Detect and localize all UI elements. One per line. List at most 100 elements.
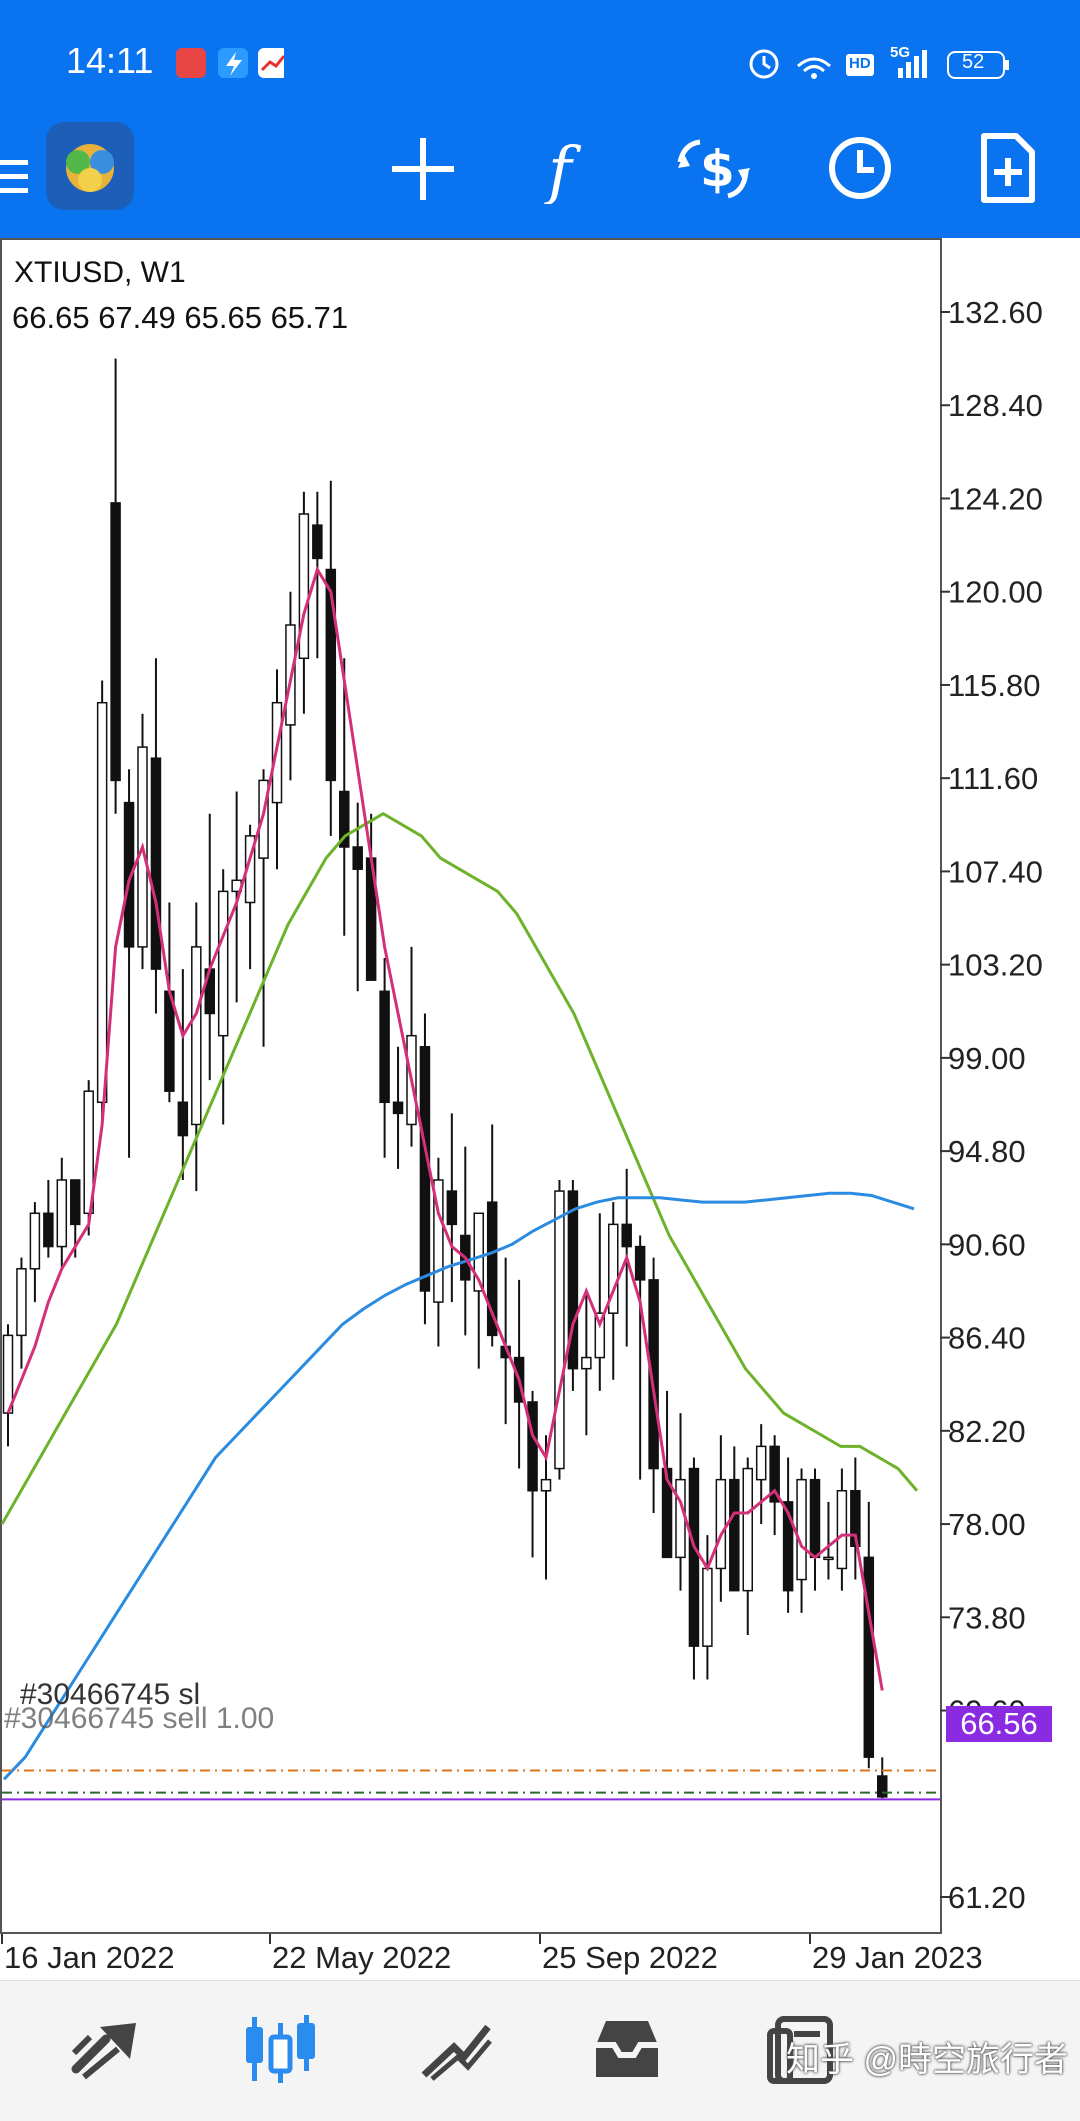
candle-body xyxy=(352,846,363,870)
candle-body xyxy=(702,1567,713,1647)
x-tick-label: 25 Sep 2022 xyxy=(542,1940,718,1975)
candle-body xyxy=(312,524,323,560)
candle-body xyxy=(43,1212,54,1248)
candle-body xyxy=(110,502,121,782)
candle-body xyxy=(29,1212,41,1270)
ma-pink-line xyxy=(6,565,884,1691)
candle-body xyxy=(177,1101,189,1137)
candle-body xyxy=(16,1268,27,1337)
candle-body xyxy=(661,1467,673,1559)
candle-body xyxy=(56,1179,68,1248)
plot-frame xyxy=(0,238,942,1934)
candle-body xyxy=(339,790,350,848)
candle-body xyxy=(715,1478,727,1570)
y-tick-label: 61.20 xyxy=(948,1880,1026,1915)
clock-icon[interactable] xyxy=(826,134,894,202)
network-label: 5G xyxy=(890,44,911,61)
candle-body xyxy=(392,1101,404,1115)
crosshair-icon[interactable] xyxy=(390,136,456,202)
quotes-icon[interactable] xyxy=(70,2019,146,2081)
y-tick-label: 128.40 xyxy=(948,388,1043,423)
candle-body xyxy=(486,1201,498,1337)
chart-title: XTIUSD, W1 xyxy=(14,256,186,289)
y-tick-label: 99.00 xyxy=(948,1041,1026,1076)
system-icons xyxy=(749,49,1009,79)
ma-blue-line xyxy=(2,1191,915,1781)
candle-body xyxy=(325,568,337,782)
candle-body xyxy=(567,1190,579,1370)
candle-body xyxy=(473,1212,484,1292)
candle-body xyxy=(863,1556,875,1758)
candle-body xyxy=(150,757,162,970)
candle-body xyxy=(782,1501,794,1592)
candle-body xyxy=(755,1445,767,1481)
y-tick-label: 94.80 xyxy=(948,1134,1026,1169)
y-tick-label: 107.40 xyxy=(948,854,1043,889)
app-logo[interactable] xyxy=(46,122,134,210)
candle-body xyxy=(823,1556,834,1561)
candle-body xyxy=(850,1490,861,1548)
y-tick-label: 115.80 xyxy=(948,668,1041,703)
candle-body xyxy=(877,1775,888,1798)
y-tick-label: 132.60 xyxy=(948,295,1043,330)
x-tick-label: 16 Jan 2022 xyxy=(4,1940,175,1975)
svg-text:$: $ xyxy=(700,140,735,198)
candle-body xyxy=(217,890,229,1037)
svg-text:f: f xyxy=(544,134,582,204)
candle-body xyxy=(70,1179,81,1226)
order-label-sell: #30466745 sell 1.00 xyxy=(4,1702,275,1735)
ohlc-readout: 66.65 67.49 65.65 65.71 xyxy=(12,300,349,335)
status-time: 14:11 xyxy=(66,40,154,81)
candle-body xyxy=(581,1356,592,1370)
candle-body xyxy=(433,1179,444,1303)
watermark: 知乎 @時空旅行者 xyxy=(786,2041,1068,2079)
y-tick-label: 103.20 xyxy=(948,948,1043,983)
x-tick-label: 22 May 2022 xyxy=(272,1940,451,1975)
candle-body xyxy=(608,1223,619,1314)
candle-body xyxy=(123,801,135,948)
candlestick-chart[interactable]: 132.60 128.40 124.20 120.00 115.80 111.60 107.… xyxy=(0,238,1080,1978)
menu-icon[interactable] xyxy=(0,156,30,200)
candle-body xyxy=(729,1478,740,1592)
y-tick-label: 73.80 xyxy=(948,1600,1026,1635)
function-icon[interactable]: f xyxy=(540,134,600,204)
candle-body xyxy=(258,779,269,859)
notification-icons xyxy=(176,48,284,78)
candle-body xyxy=(648,1279,659,1470)
new-doc-icon[interactable] xyxy=(978,132,1036,204)
candle-body xyxy=(446,1190,458,1226)
candle-body xyxy=(836,1490,848,1570)
candle-body xyxy=(96,701,108,1104)
candle-body xyxy=(769,1445,780,1503)
candle-body xyxy=(688,1467,700,1647)
order-label-sl: #30466745 sl xyxy=(20,1678,201,1711)
chart-area[interactable]: 132.60 128.40 124.20 120.00 115.80 111.60 107.… xyxy=(0,238,1080,1978)
candle-body xyxy=(675,1478,686,1559)
y-tick-label: 78.00 xyxy=(948,1507,1026,1542)
top-toolbar: f $ xyxy=(0,118,1080,238)
news-icon[interactable] xyxy=(766,2015,836,2087)
y-tick-label: 124.20 xyxy=(948,481,1043,516)
candle-body xyxy=(621,1223,632,1248)
x-tick-label: 29 Jan 2023 xyxy=(812,1940,983,1975)
y-tick-label: 86.40 xyxy=(948,1321,1026,1356)
y-tick-label: 82.20 xyxy=(948,1414,1026,1449)
status-bar: 14:11 5G HD 52 xyxy=(0,0,1080,118)
battery-level: 52 xyxy=(962,51,985,73)
candle-body xyxy=(527,1401,538,1492)
chart-icon[interactable] xyxy=(242,2013,318,2085)
trade-nav-icon[interactable] xyxy=(418,2017,494,2083)
candle-body xyxy=(634,1245,646,1281)
trade-icon[interactable]: $ xyxy=(674,132,754,204)
y-tick-label: 120.00 xyxy=(948,575,1043,610)
candle-body xyxy=(540,1478,552,1492)
y-tick-label: 90.60 xyxy=(948,1227,1026,1262)
candle-body xyxy=(742,1467,753,1592)
current-price-label: 66.56 xyxy=(946,1706,1052,1742)
candle-body xyxy=(594,1312,606,1359)
y-tick-label: 111.60 xyxy=(948,761,1038,796)
candle-body xyxy=(809,1478,821,1559)
candle-body xyxy=(796,1478,807,1581)
history-icon[interactable] xyxy=(590,2015,664,2083)
candle-body xyxy=(379,990,390,1104)
